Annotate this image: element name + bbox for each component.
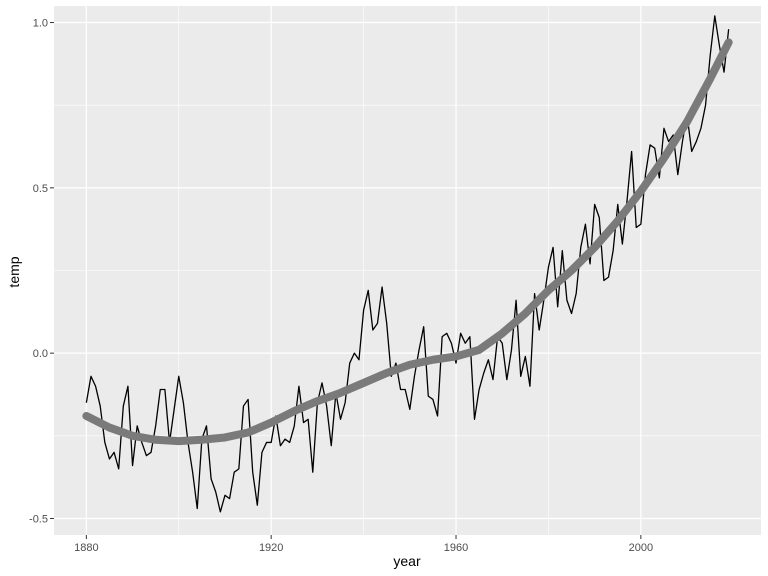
y-axis: -0.5 0.0 0.5 1.0 — [29, 18, 54, 525]
y-tick-label: 0.5 — [33, 183, 48, 195]
x-tick-label: 1920 — [259, 542, 283, 554]
y-tick-label: 0.0 — [33, 348, 48, 360]
y-axis-title: temp — [6, 256, 22, 287]
x-tick-label: 2000 — [629, 542, 653, 554]
series-layer — [82, 15, 733, 513]
y-tick-label: -0.5 — [29, 513, 48, 525]
temperature-line — [85, 15, 730, 513]
x-tick-label: 1880 — [74, 542, 98, 554]
x-tick-label: 1960 — [444, 542, 468, 554]
y-tick-label: 1.0 — [33, 18, 48, 30]
major-gridlines — [54, 6, 761, 535]
x-axis: 1880 1920 1960 2000 — [74, 535, 653, 554]
x-axis-title: year — [393, 553, 421, 569]
smoothed-trend-line — [82, 38, 733, 446]
